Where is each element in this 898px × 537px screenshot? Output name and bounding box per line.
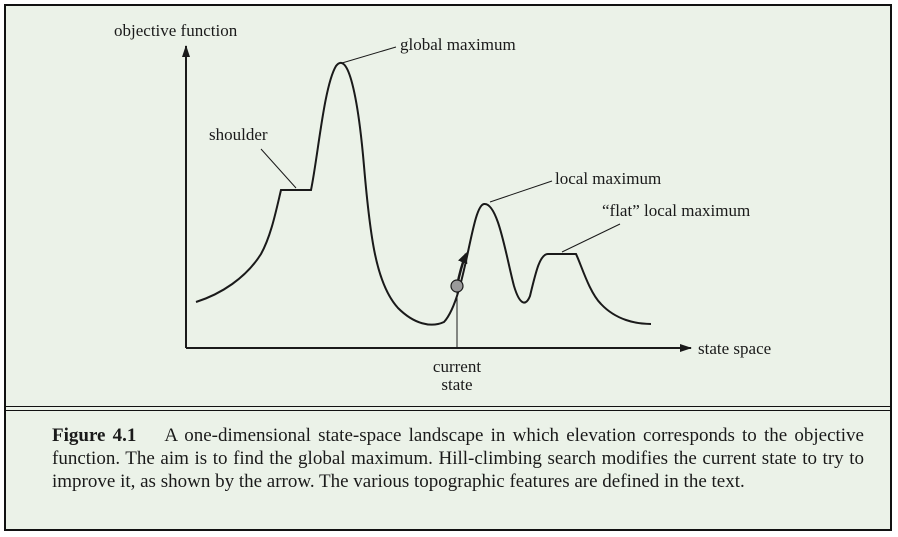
local-maximum-label: local maximum	[555, 169, 661, 188]
current-state-label-line1: current	[433, 357, 481, 376]
x-axis-label: state space	[698, 339, 771, 358]
shoulder-label: shoulder	[209, 125, 268, 144]
flat-local-maximum-label: “flat” local maximum	[602, 201, 750, 220]
landscape-curve	[195, 61, 652, 326]
caption-label: Figure 4.1	[52, 425, 137, 446]
global-maximum-leader	[341, 46, 397, 64]
caption-text: A one-dimensional state-space landscape …	[52, 425, 864, 492]
state-space-diagram: objective function state space global ma…	[114, 21, 771, 394]
flat-local-maximum-leader	[561, 223, 621, 253]
caption-divider-bottom	[6, 410, 890, 411]
figure-caption: Figure 4.1 A one-dimensional state-space …	[52, 424, 864, 493]
current-state-label-line2: state	[441, 375, 472, 394]
current-state-dot	[450, 279, 464, 293]
figure-panel: objective function state space global ma…	[4, 4, 892, 531]
shoulder-leader	[260, 148, 297, 189]
caption-divider-top	[6, 406, 890, 407]
global-maximum-label: global maximum	[400, 35, 516, 54]
local-maximum-leader	[489, 180, 553, 203]
y-axis-label: objective function	[114, 21, 238, 40]
